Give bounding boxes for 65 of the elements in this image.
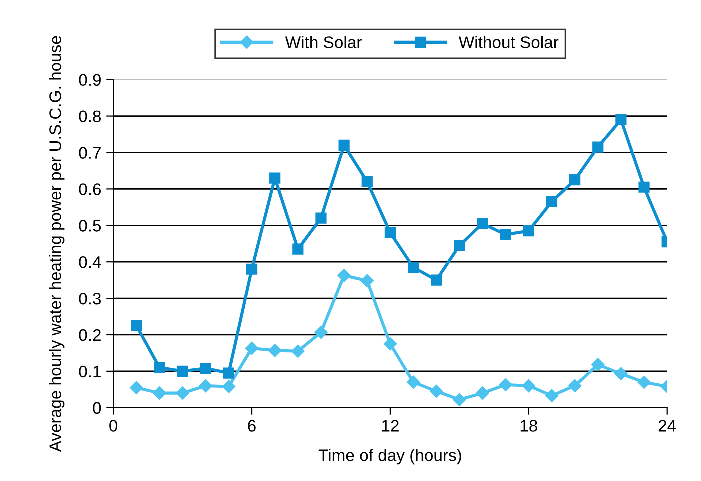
point	[338, 268, 351, 282]
point	[200, 362, 212, 374]
point	[570, 174, 581, 186]
y-tick-label: 0.4	[79, 256, 102, 268]
point	[222, 380, 236, 394]
y-tick-label: 0.6	[79, 184, 102, 196]
legend-label: With Solar	[285, 36, 362, 48]
y-tick-label: 0.7	[79, 147, 101, 159]
point	[316, 212, 327, 224]
y-axis-title: Average hourly water heating power per U.S.C.G. house	[49, 36, 65, 452]
point	[130, 381, 144, 394]
point	[406, 376, 420, 389]
y-tick-label: 0.5	[79, 220, 102, 232]
y-tick-label: 0.3	[79, 292, 102, 305]
point	[268, 344, 282, 358]
y-tick-label: 0	[93, 402, 102, 414]
point	[477, 218, 488, 230]
point	[430, 384, 444, 398]
point	[362, 176, 373, 188]
point	[614, 367, 628, 381]
point	[177, 366, 188, 377]
point	[131, 320, 142, 332]
point	[384, 227, 396, 238]
legend-label: Without Solar	[458, 36, 559, 48]
point	[638, 376, 651, 389]
y-tick-label: 0.8	[79, 110, 102, 122]
x-tick-label: 24	[658, 420, 676, 432]
point	[568, 379, 582, 393]
point	[545, 389, 559, 402]
point	[154, 362, 166, 374]
point	[522, 379, 536, 393]
point	[314, 326, 328, 340]
point	[245, 342, 259, 356]
x-tick-label: 12	[382, 420, 399, 432]
point	[592, 358, 605, 372]
point	[176, 386, 190, 400]
point	[431, 274, 442, 286]
x-tick-label: 0	[110, 420, 118, 432]
point	[454, 240, 466, 252]
point	[292, 244, 304, 255]
x-axis-title: Time of day (hours)	[318, 449, 462, 465]
x-tick-label: 18	[520, 420, 538, 432]
y-tick-label: 0.9	[79, 74, 101, 86]
y-tick-label: 0.1	[79, 366, 101, 378]
point	[246, 264, 258, 275]
point	[616, 114, 627, 126]
point	[360, 274, 374, 288]
point	[500, 229, 512, 240]
point	[408, 262, 420, 274]
y-tick-label: 0.2	[79, 329, 101, 342]
point	[153, 386, 166, 400]
point	[638, 182, 650, 193]
point	[384, 338, 398, 351]
point	[546, 196, 558, 208]
point	[453, 393, 466, 406]
point	[199, 379, 212, 393]
point	[292, 344, 305, 358]
point	[523, 226, 534, 237]
point	[592, 142, 604, 153]
point	[499, 378, 512, 392]
point	[270, 172, 281, 184]
point	[476, 386, 490, 400]
point	[338, 140, 350, 152]
x-tick-label: 6	[248, 420, 256, 432]
point	[223, 368, 234, 379]
